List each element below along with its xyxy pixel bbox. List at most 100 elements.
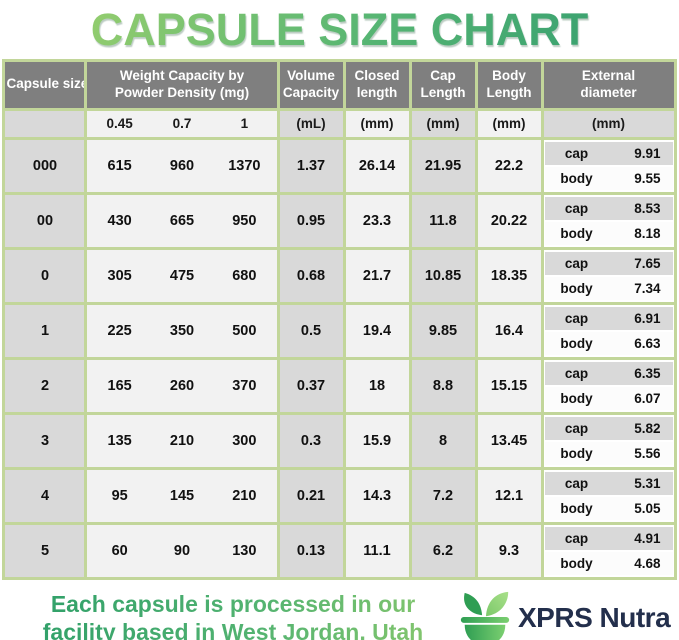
- cap-length-cell: 9.85: [408, 301, 478, 360]
- body-diameter-value: 5.05: [634, 500, 661, 516]
- weight-045: 430: [107, 212, 132, 229]
- cap-diameter-row: cap 4.91: [545, 526, 673, 550]
- cap-label: cap: [564, 310, 589, 326]
- body-length-cell: 15.15: [474, 356, 544, 415]
- cap-diameter-row: cap 5.82: [545, 416, 673, 440]
- weight-07: 960: [169, 157, 195, 174]
- capsule-size-cell: 0: [2, 246, 88, 305]
- external-diameter-cell: cap 5.82 body 5.56: [540, 411, 677, 470]
- body-label: body: [560, 335, 593, 351]
- body-diameter-row: body 8.18: [545, 221, 673, 245]
- external-diameter-rows: cap 6.91 body 6.63: [545, 306, 673, 355]
- weight-capacity-cell: 95 145 210: [84, 466, 280, 525]
- external-diameter-cell: cap 6.91 body 6.63: [540, 301, 677, 360]
- facility-note-line2: facility based in West Jordan, Utah: [42, 618, 424, 640]
- density-1: 1: [240, 116, 249, 132]
- cap-label: cap: [564, 365, 589, 381]
- weight-1: 210: [232, 487, 257, 504]
- header-label: Weight Capacity by Powder Density (mg): [114, 67, 250, 100]
- footer: Each capsule is processed in our facilit…: [0, 580, 679, 640]
- weight-values: 430 665 950: [89, 212, 275, 229]
- body-label: body: [560, 500, 593, 516]
- closed-length-cell: 19.4: [342, 301, 412, 360]
- closed-length-cell: 11.1: [342, 521, 412, 580]
- header-label: External diameter: [580, 67, 637, 100]
- external-diameter-cell: cap 6.35 body 6.07: [540, 356, 677, 415]
- capsule-size-cell: 3: [2, 411, 88, 470]
- cap-label: cap: [564, 530, 589, 546]
- body-diameter-value: 6.63: [634, 335, 661, 351]
- body-unit-cell: (mm): [474, 107, 544, 140]
- weight-capacity-cell: 135 210 300: [84, 411, 280, 470]
- weight-07: 350: [169, 322, 195, 339]
- closed-length-cell: 18: [342, 356, 412, 415]
- closed-length-cell: 21.7: [342, 246, 412, 305]
- weight-values: 225 350 500: [89, 322, 275, 339]
- col-header-closed-length: Closed length: [342, 58, 412, 111]
- weight-1: 950: [232, 212, 257, 229]
- body-diameter-row: body 7.34: [545, 276, 673, 300]
- units-blank-cell: [2, 107, 88, 140]
- density-07: 0.7: [172, 116, 192, 132]
- capsule-size-cell: 2: [2, 356, 88, 415]
- capsule-size-cell: 1: [2, 301, 88, 360]
- weight-07: 210: [169, 432, 195, 449]
- cap-length-cell: 8: [408, 411, 478, 470]
- weight-capacity-cell: 430 665 950: [84, 191, 280, 250]
- volume-cell: 0.37: [276, 356, 346, 415]
- volume-unit-cell: (mL): [276, 107, 346, 140]
- cap-diameter-row: cap 5.31: [545, 471, 673, 495]
- weight-045: 615: [107, 157, 132, 174]
- col-header-volume-capacity: Volume Capacity: [276, 58, 346, 111]
- body-diameter-value: 8.18: [634, 225, 661, 241]
- body-diameter-value: 6.07: [634, 390, 661, 406]
- volume-cell: 1.37: [276, 136, 346, 195]
- external-diameter-rows: cap 5.31 body 5.05: [545, 471, 673, 520]
- body-diameter-row: body 5.05: [545, 496, 673, 520]
- body-length-cell: 13.45: [474, 411, 544, 470]
- weight-07: 90: [173, 542, 191, 559]
- body-diameter-row: body 6.07: [545, 386, 673, 410]
- external-diameter-rows: cap 8.53 body 8.18: [545, 196, 673, 245]
- weight-capacity-cell: 60 90 130: [84, 521, 280, 580]
- closed-length-cell: 23.3: [342, 191, 412, 250]
- weight-capacity-cell: 305 475 680: [84, 246, 280, 305]
- header-label: Body Length: [486, 67, 532, 100]
- external-diameter-rows: cap 7.65 body 7.34: [545, 251, 673, 300]
- cap-diameter-row: cap 6.35: [545, 361, 673, 385]
- brand-name: XPRS Nutra: [518, 601, 671, 633]
- cap-diameter-value: 9.91: [634, 145, 661, 161]
- col-header-external-diameter: External diameter: [540, 58, 677, 111]
- body-diameter-value: 7.34: [634, 280, 661, 296]
- body-label: body: [560, 280, 593, 296]
- cap-diameter-row: cap 6.91: [545, 306, 673, 330]
- header-row: Capsule size Weight Capacity by Powder D…: [2, 58, 677, 111]
- capsule-size-cell: 4: [2, 466, 88, 525]
- col-header-capsule-size: Capsule size: [2, 58, 88, 111]
- volume-cell: 0.5: [276, 301, 346, 360]
- cap-diameter-value: 6.91: [634, 310, 661, 326]
- density-045: 0.45: [106, 116, 133, 132]
- weight-values: 165 260 370: [89, 378, 275, 394]
- cap-label: cap: [564, 420, 589, 436]
- cap-diameter-row: cap 9.91: [545, 141, 673, 165]
- weight-values: 95 145 210: [89, 487, 275, 504]
- header-label: Cap Length: [420, 67, 466, 100]
- cap-diameter-value: 8.53: [634, 200, 661, 216]
- external-diameter-rows: cap 5.82 body 5.56: [545, 416, 673, 465]
- density-values: 0.45 0.7 1: [89, 116, 275, 132]
- body-diameter-row: body 6.63: [545, 331, 673, 355]
- body-length-cell: 9.3: [474, 521, 544, 580]
- cap-length-cell: 7.2: [408, 466, 478, 525]
- weight-values: 135 210 300: [89, 432, 275, 449]
- capsule-size-cell: 00: [2, 191, 88, 250]
- body-length-cell: 22.2: [474, 136, 544, 195]
- weight-07: 145: [169, 487, 195, 504]
- table-row-0: 0 305 475 680 0.68 21.7 10.85 18.35 cap 7…: [2, 246, 677, 305]
- body-label: body: [560, 445, 593, 461]
- weight-045: 135: [107, 432, 132, 449]
- cap-length-cell: 11.8: [408, 191, 478, 250]
- table-row-3: 3 135 210 300 0.3 15.9 8 13.45 cap 5.82 b…: [2, 411, 677, 470]
- table-row-5: 5 60 90 130 0.13 11.1 6.2 9.3 cap 4.91 bo…: [2, 521, 677, 580]
- header-label: Volume Capacity: [282, 67, 340, 100]
